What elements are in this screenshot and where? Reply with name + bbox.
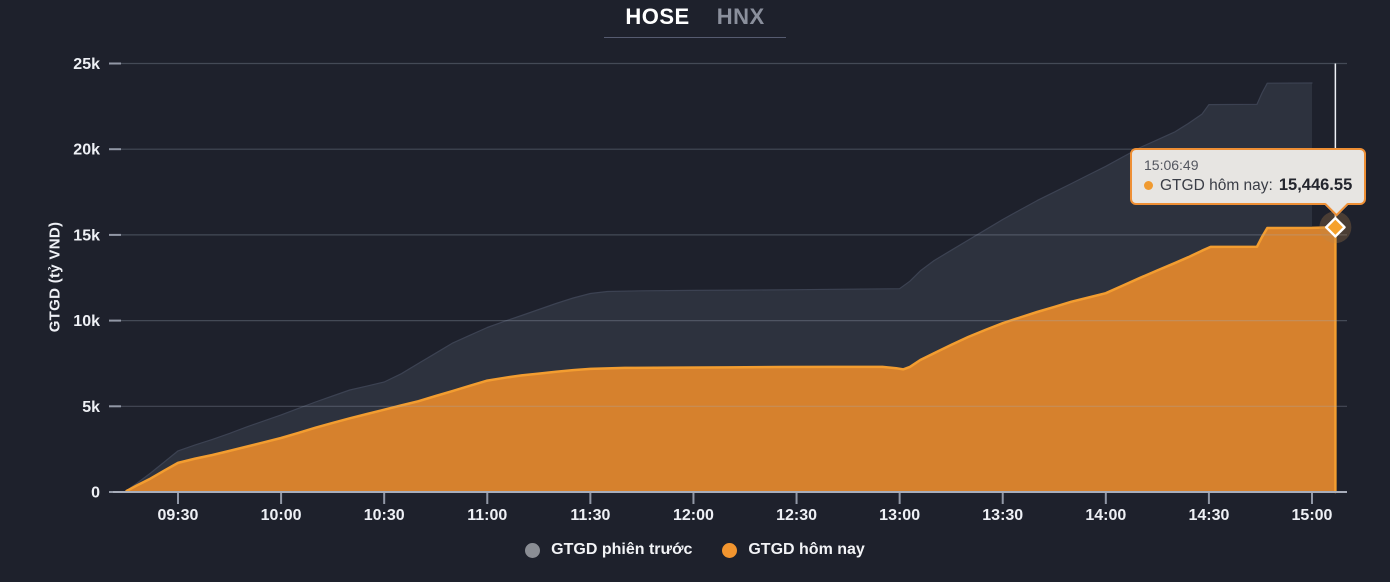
x-tick-label: 10:30 (364, 507, 405, 524)
tooltip-series-dot (1144, 181, 1153, 190)
legend-item-prev[interactable]: GTGD phiên trước (525, 541, 692, 559)
y-tick-label: 10k (73, 313, 100, 330)
legend-dot-prev (525, 542, 541, 558)
tooltip-time: 15:06:49 (1144, 157, 1199, 173)
series-line-prev (125, 82, 1313, 492)
x-tick-label: 09:30 (158, 507, 199, 524)
legend-dot-today (722, 542, 738, 558)
y-tick-label: 15k (73, 227, 100, 244)
tabs-underline (604, 37, 786, 38)
legend-item-today[interactable]: GTGD hôm nay (722, 541, 865, 559)
tooltip: 15:06:49 GTGD hôm nay: 15,446.55 (1130, 148, 1367, 217)
tab-hnx[interactable]: HNX (716, 4, 765, 29)
y-tick-label: 0 (91, 485, 100, 502)
x-tick-label: 12:30 (776, 507, 817, 524)
y-tick-label: 5k (82, 399, 100, 416)
legend-label-today: GTGD hôm nay (748, 541, 865, 558)
x-tick-label: 13:00 (879, 507, 920, 524)
x-tick-label: 15:00 (1292, 507, 1333, 524)
tab-hose[interactable]: HOSE (625, 4, 690, 29)
exchange-tabs: HOSE HNX (0, 4, 1390, 38)
y-tick-label: 25k (73, 56, 100, 73)
series-line-today (125, 225, 1337, 494)
x-tick-label: 14:30 (1188, 507, 1229, 524)
marker-diamond[interactable] (1324, 216, 1346, 238)
tooltip-value: 15,446.55 (1278, 176, 1353, 194)
x-tick-label: 13:30 (982, 507, 1023, 524)
x-tick-label: 11:00 (467, 507, 507, 524)
y-tick-label: 20k (73, 142, 100, 159)
legend: GTGD phiên trước GTGD hôm nay (0, 541, 1390, 559)
x-tick-label: 12:00 (673, 507, 714, 524)
tooltip-label: GTGD hôm nay: (1160, 176, 1273, 194)
x-tick-label: 10:00 (261, 507, 302, 524)
x-tick-label: 14:00 (1085, 507, 1126, 524)
series-area-today[interactable] (126, 227, 1336, 492)
x-tick-label: 11:30 (570, 507, 610, 524)
legend-label-prev: GTGD phiên trước (551, 541, 693, 558)
y-axis-title: GTGD (tỷ VND) (46, 221, 64, 333)
